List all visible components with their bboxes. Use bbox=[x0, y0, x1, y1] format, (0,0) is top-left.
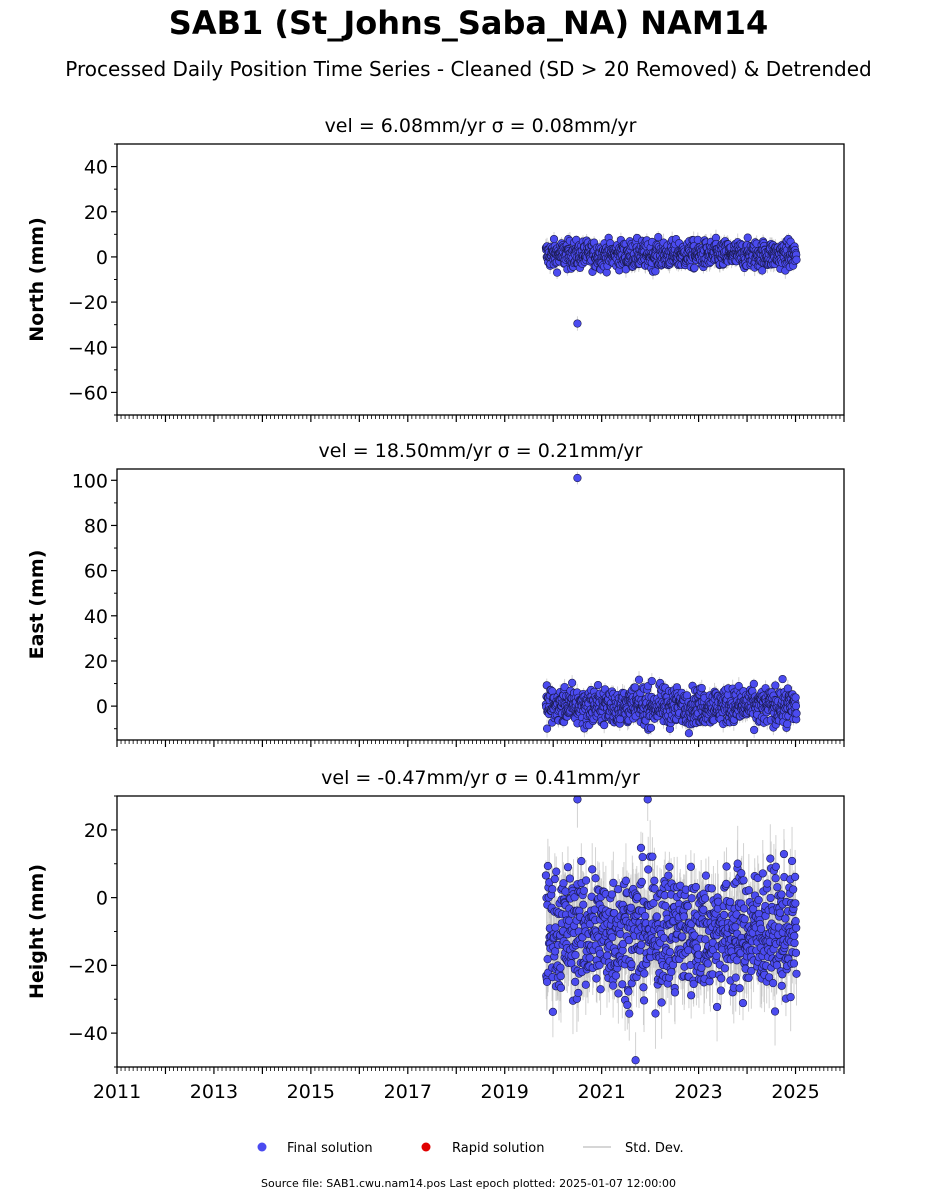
panel-title: vel = 18.50mm/yr σ = 0.21mm/yr bbox=[319, 440, 643, 462]
data-point bbox=[573, 319, 582, 328]
y-tick-label: −40 bbox=[68, 337, 108, 359]
y-tick-label: 0 bbox=[96, 696, 108, 718]
data-point bbox=[593, 680, 603, 690]
data-point bbox=[749, 679, 758, 688]
data-point bbox=[573, 473, 582, 483]
data-point bbox=[654, 233, 663, 242]
data-point bbox=[791, 701, 801, 711]
panel-title: vel = -0.47mm/yr σ = 0.41mm/yr bbox=[321, 767, 640, 789]
data-point bbox=[743, 233, 752, 242]
data-point bbox=[556, 983, 566, 992]
y-tick-label: 80 bbox=[84, 515, 108, 537]
data-series-final bbox=[541, 796, 801, 1067]
data-point bbox=[559, 879, 568, 888]
y-axis-label: Height (mm) bbox=[26, 864, 48, 999]
data-point bbox=[560, 682, 569, 692]
data-point bbox=[556, 971, 565, 981]
data-point bbox=[543, 861, 552, 871]
data-point bbox=[647, 676, 656, 686]
axes-frame bbox=[116, 143, 845, 416]
y-tick-label: 60 bbox=[84, 561, 108, 583]
y-axis-label: East (mm) bbox=[26, 550, 48, 660]
data-point bbox=[646, 723, 656, 732]
data-point bbox=[697, 683, 706, 693]
y-tick-label: −20 bbox=[68, 292, 108, 314]
data-point bbox=[792, 709, 801, 718]
panel-title: vel = 6.08mm/yr σ = 0.08mm/yr bbox=[325, 115, 637, 137]
data-point bbox=[634, 675, 644, 684]
data-point bbox=[791, 693, 800, 702]
data-series-final bbox=[541, 471, 801, 738]
data-point bbox=[600, 720, 609, 730]
data-point bbox=[684, 729, 694, 738]
chart-subtitle: Processed Daily Position Time Series - C… bbox=[65, 57, 872, 81]
y-tick-label: −60 bbox=[68, 382, 108, 404]
y-tick-label: 20 bbox=[84, 202, 108, 224]
data-point bbox=[682, 691, 692, 700]
data-point bbox=[792, 255, 801, 264]
data-point bbox=[690, 263, 699, 272]
y-tick-label: 0 bbox=[96, 247, 108, 269]
data-point bbox=[561, 887, 570, 896]
data-point bbox=[541, 871, 551, 880]
y-tick-label: 40 bbox=[84, 157, 108, 179]
data-point bbox=[548, 885, 557, 894]
y-tick-label: 100 bbox=[72, 470, 108, 492]
panel-3: vel = -0.47mm/yr σ = 0.41mm/yr Height (mm… bbox=[26, 767, 845, 1103]
data-point bbox=[568, 678, 577, 687]
data-series-final bbox=[541, 229, 801, 331]
data-point bbox=[549, 234, 559, 244]
data-point bbox=[750, 725, 759, 735]
data-point bbox=[783, 719, 792, 729]
panel-2: vel = 18.50mm/yr σ = 0.21mm/yr East (mm) 0… bbox=[26, 440, 845, 747]
data-point bbox=[542, 977, 552, 986]
data-point bbox=[548, 1007, 557, 1016]
y-tick-label: 20 bbox=[84, 651, 108, 673]
data-point bbox=[778, 674, 787, 684]
data-point bbox=[542, 724, 552, 733]
data-point bbox=[556, 963, 565, 972]
data-point bbox=[552, 867, 561, 876]
chart-title: SAB1 (St_Johns_Saba_NA) NAM14 bbox=[168, 4, 769, 42]
data-point bbox=[771, 681, 780, 690]
y-tick-label: 40 bbox=[84, 606, 108, 628]
y-axis-label: North (mm) bbox=[26, 217, 48, 342]
data-point bbox=[550, 874, 559, 884]
data-point bbox=[552, 268, 562, 277]
